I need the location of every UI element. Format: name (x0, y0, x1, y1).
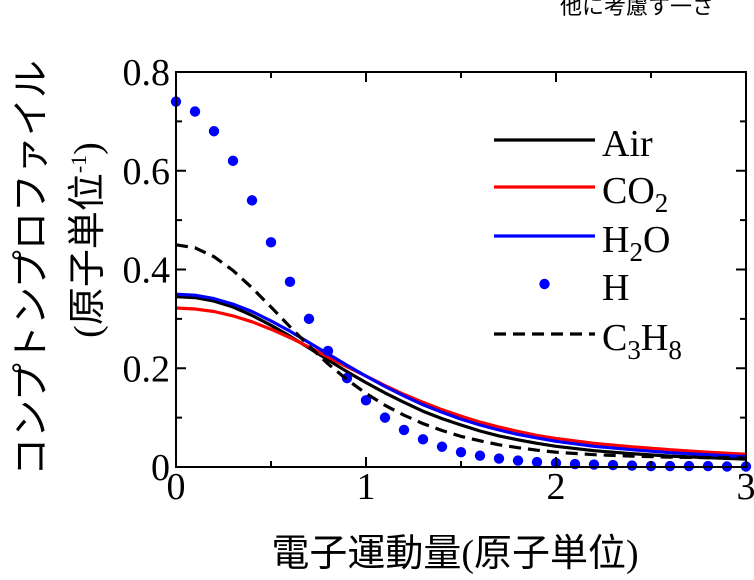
data-point-h-3 (227, 155, 239, 167)
legend-marker-h (539, 278, 550, 290)
axis-ticks (175, 71, 747, 468)
data-point-h-19 (531, 456, 543, 468)
data-point-h-15 (455, 446, 467, 458)
data-point-h-5 (265, 237, 277, 248)
data-point-h-23 (607, 459, 619, 471)
x-tick-label-2: 2 (547, 466, 566, 508)
data-point-h-13 (417, 434, 429, 445)
legend-label-c3h8: C3H8 (602, 317, 682, 365)
header-fragment: 他に考慮す一さ (560, 0, 714, 19)
series-line-c3h8 (175, 243, 747, 460)
x-tick-label-3: 3 (737, 466, 754, 508)
y-axis-title: コンプトンプロファイル (11, 60, 53, 476)
data-point-h-8 (322, 345, 334, 357)
data-point-h-4 (246, 195, 258, 206)
data-point-h-24 (626, 460, 638, 471)
y-axis-subtitle: (原子単位-1) (66, 142, 109, 338)
data-point-h-22 (588, 459, 600, 470)
y-tick-label-0: 0 (151, 447, 170, 489)
data-point-h-11 (379, 412, 391, 423)
data-point-h-17 (493, 453, 505, 464)
y-tick-label-1: 0.2 (123, 348, 171, 390)
data-point-h-16 (474, 450, 486, 461)
cropped-header-text: 他に考慮す一さ (560, 0, 714, 19)
legend-label-co2: CO2 (602, 170, 668, 218)
axis-tick-labels: 0 1 2 3 0 0.2 0.4 0.6 0.8 (123, 52, 754, 508)
data-point-h-2 (208, 126, 220, 137)
data-point-h-1 (189, 106, 201, 117)
x-tick-label-0: 0 (167, 466, 186, 508)
y-tick-label-4: 0.8 (123, 52, 171, 94)
series-line-h2o (175, 292, 747, 459)
data-point-h-6 (284, 276, 296, 288)
series-line-co2 (175, 306, 747, 456)
legend-label-air: Air (602, 123, 653, 165)
data-point-h-10 (360, 395, 372, 406)
plot-series (170, 96, 752, 472)
y-axis-title-group: コンプトンプロファイル (原子単位-1) (11, 60, 109, 476)
data-point-h-18 (512, 455, 524, 466)
y-tick-label-3: 0.6 (123, 151, 171, 193)
data-point-h-7 (303, 313, 315, 325)
data-point-h-14 (436, 441, 448, 452)
data-point-h-12 (398, 424, 410, 436)
y-tick-label-2: 0.4 (123, 250, 171, 292)
plot-frame (175, 71, 747, 468)
x-axis-title: 電子運動量(原子単位) (271, 533, 638, 575)
series-line-air (175, 295, 747, 461)
x-tick-label-1: 1 (357, 466, 376, 508)
legend-label-h2o: H2O (602, 219, 670, 267)
y-axis-subtitle-open: (原子単位 (67, 173, 109, 338)
legend-label-h: H (602, 267, 629, 309)
y-axis-subtitle-sup: -1 (66, 155, 91, 173)
y-axis-subtitle-close: ) (67, 142, 109, 155)
